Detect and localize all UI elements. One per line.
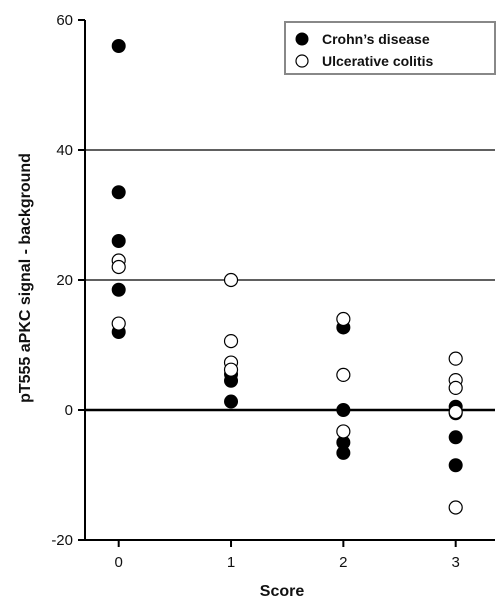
x-tick-label-2: 2 — [339, 554, 347, 571]
x-tick-label-1: 1 — [227, 554, 235, 571]
point-uc-10 — [448, 351, 463, 366]
gridlines — [85, 149, 495, 412]
point-uc-4 — [223, 334, 239, 349]
legend: Crohn’s disease Ulcerative colitis — [284, 21, 496, 75]
point-crohns-7 — [224, 394, 239, 409]
point-uc-8 — [336, 367, 351, 382]
point-crohns-2 — [111, 234, 126, 248]
legend-marker-uc — [295, 54, 309, 68]
point-uc-3 — [223, 272, 239, 288]
point-crohns-11 — [336, 445, 351, 460]
y-tick-label--20: -20 — [51, 532, 73, 549]
axes: -20 0 20 40 60 0 1 2 3 — [51, 12, 495, 571]
legend-box — [284, 21, 496, 75]
point-uc-14 — [448, 500, 463, 515]
x-tick-label-0: 0 — [115, 554, 123, 571]
point-uc-12 — [448, 380, 463, 395]
point-crohns-0 — [111, 39, 126, 53]
point-crohns-14 — [448, 430, 463, 445]
point-crohns-3 — [111, 282, 126, 297]
y-tick-label-20: 20 — [56, 272, 73, 289]
y-tick-label-60: 60 — [56, 12, 73, 29]
x-axis-title: Score — [260, 583, 305, 600]
point-crohns-1 — [111, 185, 126, 200]
point-uc-13 — [448, 404, 463, 420]
legend-label-uc: Ulcerative colitis — [322, 53, 433, 69]
point-uc-6 — [223, 362, 239, 377]
point-uc-9 — [336, 424, 351, 439]
y-tick-label-0: 0 — [65, 402, 73, 419]
data-points — [111, 39, 463, 515]
legend-label-crohns: Crohn’s disease — [322, 31, 430, 47]
point-uc-2 — [111, 316, 126, 331]
point-uc-7 — [336, 311, 351, 327]
x-tick-label-3: 3 — [452, 554, 460, 571]
legend-marker-crohns — [295, 32, 309, 46]
point-crohns-15 — [448, 458, 463, 473]
y-axis-title: pT555 aPKC signal - background — [17, 153, 34, 403]
point-uc-1 — [111, 259, 126, 275]
y-tick-label-40: 40 — [56, 142, 73, 159]
point-crohns-9 — [336, 403, 351, 417]
